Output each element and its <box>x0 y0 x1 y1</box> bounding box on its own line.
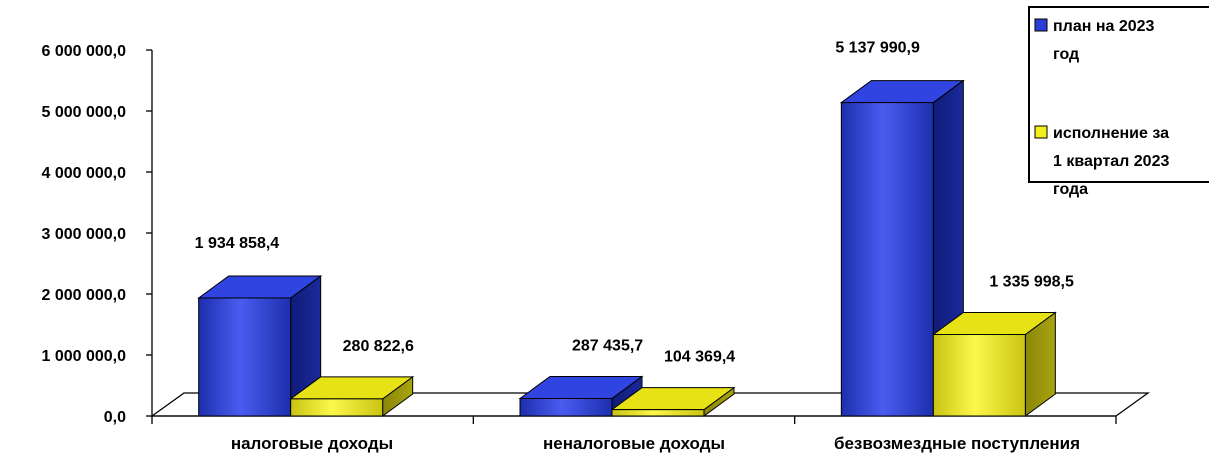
bar-plan-1 <box>197 274 323 417</box>
y-axis-ticks: 0,0 1 000 000,0 2 000 000,0 3 000 000,0 4 00… <box>41 43 152 426</box>
y-tick-label: 3 000 000,0 <box>41 226 126 243</box>
bar-front <box>932 334 1026 417</box>
bar-front <box>290 398 384 417</box>
category-label-3: безвозмездные поступления <box>834 434 1080 453</box>
bar-front <box>198 297 292 417</box>
legend-swatch-actual <box>1034 125 1048 139</box>
bar-front <box>840 102 934 417</box>
data-label-plan-2: 287 435,7 <box>572 337 643 354</box>
category-label-2: неналоговые доходы <box>543 434 725 453</box>
bar-front <box>611 409 705 417</box>
legend-label-actual-line1: исполнение за <box>1053 125 1169 142</box>
data-label-actual-2: 104 369,4 <box>664 349 735 366</box>
bar-front <box>519 397 613 417</box>
legend-label-plan-line2: год <box>1053 46 1079 63</box>
y-tick-label: 2 000 000,0 <box>41 287 126 304</box>
legend-box <box>1028 6 1209 183</box>
data-label-actual-3: 1 335 998,5 <box>989 274 1074 291</box>
y-tick-label: 4 000 000,0 <box>41 165 126 182</box>
data-label-plan-3: 5 137 990,9 <box>835 40 920 57</box>
y-tick-label: 5 000 000,0 <box>41 104 126 121</box>
legend-label-actual-line2: 1 квартал 2023 <box>1053 153 1169 170</box>
y-tick-label: 6 000 000,0 <box>41 43 126 60</box>
y-tick-label: 0,0 <box>104 409 126 426</box>
bars <box>197 79 1057 417</box>
bar-actual-2 <box>610 386 736 417</box>
legend-label-plan-line1: план на 2023 <box>1053 18 1155 35</box>
y-tick-label: 1 000 000,0 <box>41 348 126 365</box>
category-label-1: налоговые доходы <box>231 434 393 453</box>
x-axis-ticks <box>151 416 1117 424</box>
legend: план на 2023 год исполнение за 1 квартал… <box>1028 6 1209 198</box>
data-labels: 1 934 858,4 280 822,6 287 435,7 104 369,4 5 … <box>195 40 1074 366</box>
data-label-plan-1: 1 934 858,4 <box>195 235 280 252</box>
legend-swatch-plan <box>1034 18 1048 32</box>
data-label-actual-1: 280 822,6 <box>343 338 414 355</box>
legend-label-actual-line3: года <box>1053 181 1088 198</box>
bar-actual-3 <box>931 311 1057 417</box>
bar-actual-1 <box>289 375 415 417</box>
